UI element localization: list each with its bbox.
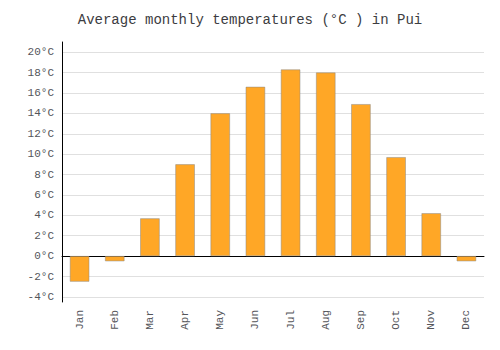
- svg-text:Average monthly temperatures (: Average monthly temperatures (°C ) in Pu…: [78, 12, 422, 28]
- svg-text:0°C: 0°C: [34, 250, 54, 262]
- svg-text:10°C: 10°C: [28, 148, 55, 160]
- svg-text:2°C: 2°C: [34, 230, 54, 242]
- svg-text:6°C: 6°C: [34, 189, 54, 201]
- svg-text:Dec: Dec: [460, 310, 472, 330]
- svg-text:Sep: Sep: [355, 310, 367, 330]
- svg-text:Apr: Apr: [179, 310, 191, 330]
- svg-text:14°C: 14°C: [28, 107, 55, 119]
- svg-text:Mar: Mar: [144, 310, 156, 330]
- svg-text:Jun: Jun: [249, 310, 261, 330]
- svg-text:18°C: 18°C: [28, 67, 55, 79]
- svg-text:Feb: Feb: [109, 310, 121, 330]
- svg-text:8°C: 8°C: [34, 169, 54, 181]
- svg-text:12°C: 12°C: [28, 128, 55, 140]
- svg-text:May: May: [214, 310, 226, 330]
- svg-text:-4°C: -4°C: [28, 291, 55, 303]
- svg-text:16°C: 16°C: [28, 87, 55, 99]
- svg-text:Jul: Jul: [285, 310, 297, 330]
- svg-text:20°C: 20°C: [28, 46, 55, 58]
- svg-text:Nov: Nov: [425, 310, 437, 330]
- svg-text:Oct: Oct: [390, 310, 402, 330]
- svg-text:-2°C: -2°C: [28, 271, 55, 283]
- svg-text:Jan: Jan: [74, 310, 86, 330]
- svg-text:4°C: 4°C: [34, 209, 54, 221]
- svg-text:Aug: Aug: [320, 310, 332, 330]
